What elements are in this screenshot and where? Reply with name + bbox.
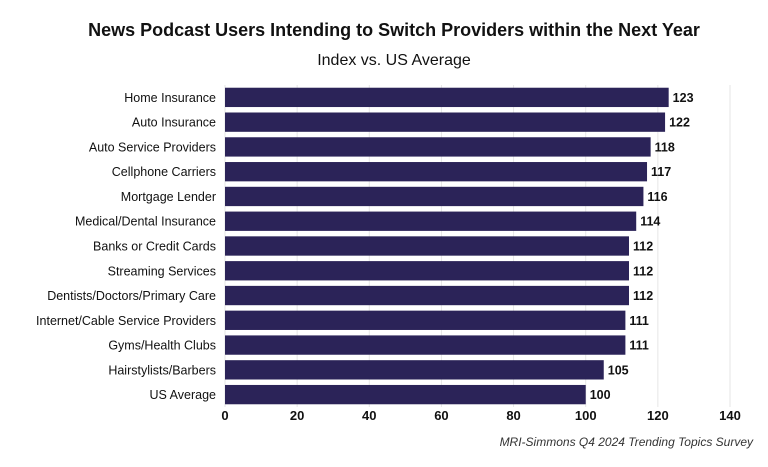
source-note: MRI-Simmons Q4 2024 Trending Topics Surv…: [500, 435, 754, 449]
category-label: Internet/Cable Service Providers: [36, 314, 216, 328]
bar: [225, 112, 666, 132]
category-label: Cellphone Carriers: [112, 165, 216, 179]
bar: [225, 285, 629, 306]
value-label: 112: [633, 264, 653, 278]
value-label: 105: [608, 363, 629, 377]
value-label: 111: [629, 314, 649, 328]
x-tick-label: 100: [575, 408, 597, 423]
x-tick-label: 60: [434, 408, 448, 423]
x-tick-label: 20: [290, 408, 304, 423]
bar: [225, 211, 637, 231]
category-label: Gyms/Health Clubs: [108, 339, 216, 353]
category-label: US Average: [150, 388, 217, 402]
category-label: Hairstylists/Barbers: [108, 363, 216, 377]
value-label: 111: [629, 339, 649, 353]
category-labels: Home Insurance Auto Insurance Auto Service…: [36, 91, 216, 402]
x-tick-label: 80: [506, 408, 520, 423]
chart-title: News Podcast Users Intending to Switch P…: [88, 20, 700, 40]
value-label: 114: [640, 215, 660, 229]
value-label: 100: [590, 388, 611, 402]
bar: [225, 310, 626, 330]
bars: [225, 87, 669, 405]
value-label: 112: [633, 289, 653, 303]
chart-subtitle: Index vs. US Average: [317, 52, 471, 69]
bar: [225, 87, 669, 108]
category-label: Auto Service Providers: [89, 140, 216, 154]
category-label: Dentists/Doctors/Primary Care: [47, 289, 216, 303]
bar: [225, 261, 629, 281]
bar: [225, 236, 629, 256]
x-tick-label: 0: [221, 408, 228, 423]
bar: [225, 186, 644, 207]
x-axis-ticks: 0 20 40 60 80 100 120 140: [221, 408, 740, 423]
value-label: 122: [669, 116, 690, 130]
x-tick-label: 40: [362, 408, 376, 423]
value-label: 117: [651, 165, 671, 179]
category-label: Home Insurance: [124, 91, 216, 105]
category-label: Mortgage Lender: [121, 190, 216, 204]
category-label: Medical/Dental Insurance: [75, 215, 216, 229]
bar: [225, 360, 604, 380]
bar: [225, 162, 648, 182]
value-label: 112: [633, 240, 653, 254]
value-label: 116: [647, 190, 667, 204]
category-label: Streaming Services: [108, 264, 216, 278]
x-tick-label: 140: [719, 408, 741, 423]
bar: [225, 384, 586, 405]
bar: [225, 137, 651, 157]
value-label: 123: [673, 91, 694, 105]
category-label: Banks or Credit Cards: [93, 240, 216, 254]
category-label: Auto Insurance: [132, 116, 216, 130]
bar: [225, 335, 626, 355]
value-label: 118: [655, 140, 675, 154]
x-tick-label: 120: [647, 408, 669, 423]
